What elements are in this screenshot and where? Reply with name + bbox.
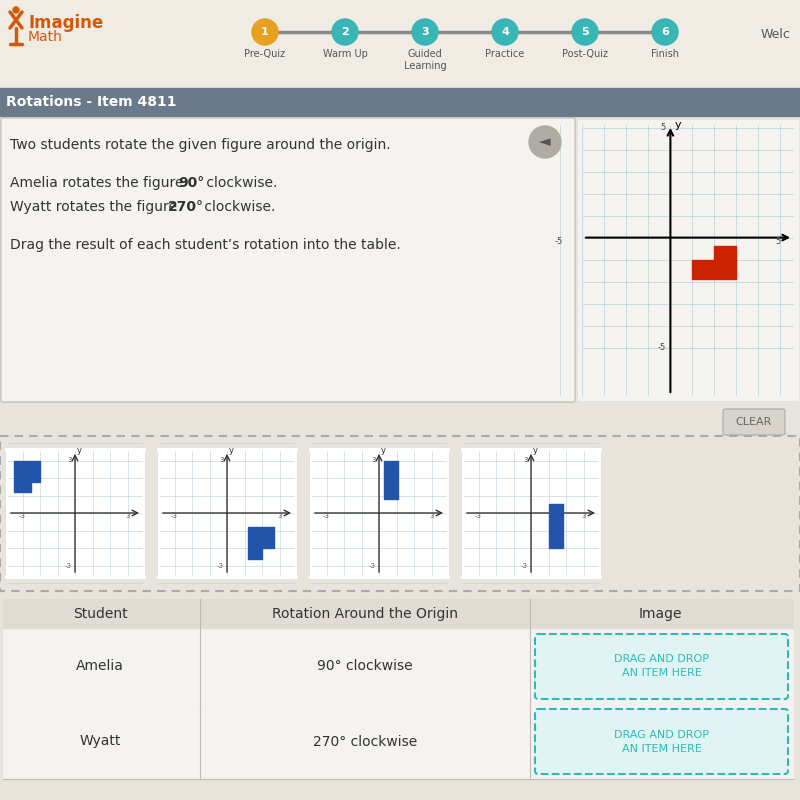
- Text: 4: 4: [501, 27, 509, 37]
- Text: 3: 3: [421, 27, 429, 37]
- Text: ◄: ◄: [539, 134, 551, 150]
- Text: Math: Math: [28, 30, 63, 44]
- Text: -5: -5: [657, 343, 666, 352]
- Text: 2: 2: [341, 27, 349, 37]
- Text: 5: 5: [660, 123, 666, 132]
- Text: 90° clockwise: 90° clockwise: [317, 659, 413, 674]
- Text: -3: -3: [475, 513, 482, 519]
- FancyBboxPatch shape: [535, 709, 788, 774]
- FancyBboxPatch shape: [535, 634, 788, 699]
- Bar: [578, 120, 798, 400]
- Circle shape: [13, 7, 19, 13]
- Text: Two students rotate the given figure around the origin.: Two students rotate the given figure aro…: [10, 138, 390, 152]
- Text: Wyatt: Wyatt: [79, 734, 121, 749]
- Bar: [0, 436, 800, 591]
- Text: Guided
Learning: Guided Learning: [404, 49, 446, 70]
- Text: 6: 6: [661, 27, 669, 37]
- Text: 3: 3: [278, 513, 282, 519]
- Bar: [549, 504, 562, 548]
- Bar: [3, 629, 793, 704]
- Bar: [248, 548, 262, 558]
- Bar: [14, 461, 40, 482]
- Text: -5: -5: [554, 237, 562, 246]
- Text: 5: 5: [776, 237, 781, 246]
- Text: Practice: Practice: [486, 49, 525, 59]
- Text: -3: -3: [19, 513, 26, 519]
- Text: Post-Quiz: Post-Quiz: [562, 49, 608, 59]
- Text: -3: -3: [521, 562, 528, 569]
- Text: 3: 3: [582, 513, 586, 519]
- Text: Student: Student: [73, 607, 127, 621]
- Bar: [692, 259, 736, 279]
- Text: 270° clockwise: 270° clockwise: [313, 734, 417, 749]
- Text: 5: 5: [581, 27, 589, 37]
- Text: 90°: 90°: [178, 176, 204, 190]
- Text: y: y: [77, 446, 82, 455]
- FancyBboxPatch shape: [1, 118, 575, 402]
- Text: DRAG AND DROP: DRAG AND DROP: [614, 730, 709, 739]
- Bar: [0, 88, 800, 116]
- Text: 3: 3: [371, 458, 376, 463]
- Circle shape: [572, 19, 598, 45]
- Text: clockwise.: clockwise.: [200, 200, 275, 214]
- Text: y: y: [381, 446, 386, 455]
- Text: AN ITEM HERE: AN ITEM HERE: [622, 669, 702, 678]
- Bar: [248, 527, 274, 548]
- Text: 3: 3: [523, 458, 528, 463]
- Text: Wyatt rotates the figure: Wyatt rotates the figure: [10, 200, 182, 214]
- Text: Amelia: Amelia: [76, 659, 124, 674]
- Text: 3: 3: [219, 458, 224, 463]
- Circle shape: [252, 19, 278, 45]
- Text: 1: 1: [261, 27, 269, 37]
- Text: Image: Image: [638, 607, 682, 621]
- Text: -3: -3: [369, 562, 376, 569]
- Text: Pre-Quiz: Pre-Quiz: [245, 49, 286, 59]
- Bar: [157, 448, 297, 578]
- Bar: [3, 704, 793, 779]
- Text: y: y: [533, 446, 538, 455]
- Text: DRAG AND DROP: DRAG AND DROP: [614, 654, 709, 665]
- Bar: [714, 246, 736, 260]
- Text: Finish: Finish: [651, 49, 679, 59]
- Text: y: y: [229, 446, 234, 455]
- Text: -3: -3: [323, 513, 330, 519]
- Bar: [5, 448, 145, 578]
- Bar: [309, 448, 449, 578]
- Text: AN ITEM HERE: AN ITEM HERE: [622, 743, 702, 754]
- Bar: [0, 116, 800, 800]
- FancyBboxPatch shape: [723, 409, 785, 435]
- Circle shape: [529, 126, 561, 158]
- Bar: [0, 0, 800, 88]
- Text: y: y: [674, 120, 681, 130]
- Text: Amelia rotates the figure: Amelia rotates the figure: [10, 176, 188, 190]
- Text: 270°: 270°: [168, 200, 204, 214]
- Text: CLEAR: CLEAR: [736, 417, 772, 427]
- Text: Imagine: Imagine: [28, 14, 103, 32]
- Text: clockwise.: clockwise.: [202, 176, 278, 190]
- Text: 3: 3: [126, 513, 130, 519]
- Text: -3: -3: [171, 513, 178, 519]
- Text: Drag the result of each student’s rotation into the table.: Drag the result of each student’s rotati…: [10, 238, 401, 252]
- Bar: [384, 461, 398, 499]
- Bar: [461, 448, 601, 578]
- Text: Rotations - Item 4811: Rotations - Item 4811: [6, 95, 177, 109]
- Text: Rotation Around the Origin: Rotation Around the Origin: [272, 607, 458, 621]
- Bar: [14, 482, 31, 492]
- Text: Welc: Welc: [760, 29, 790, 42]
- Text: -3: -3: [65, 562, 72, 569]
- Text: -3: -3: [217, 562, 224, 569]
- Circle shape: [332, 19, 358, 45]
- Text: 3: 3: [430, 513, 434, 519]
- Circle shape: [652, 19, 678, 45]
- Circle shape: [492, 19, 518, 45]
- Bar: [3, 599, 793, 629]
- Text: 3: 3: [67, 458, 72, 463]
- Text: Warm Up: Warm Up: [322, 49, 367, 59]
- Circle shape: [412, 19, 438, 45]
